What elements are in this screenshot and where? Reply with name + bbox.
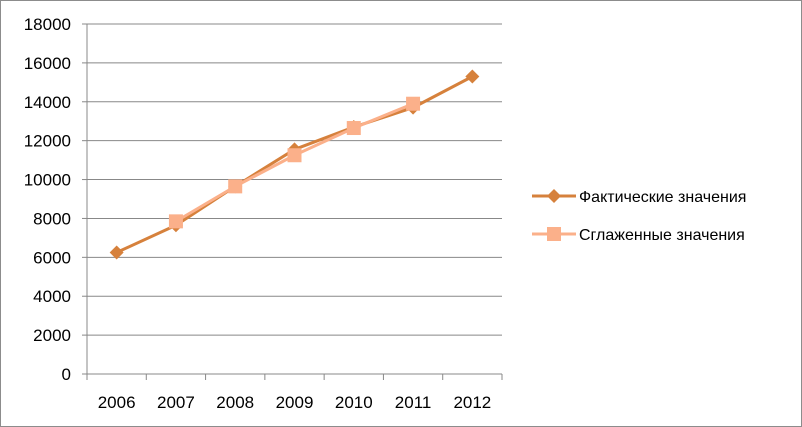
legend-label: Фактические значения [579,189,746,206]
x-tick-label: 2012 [453,393,491,412]
data-point [406,97,420,111]
data-point [169,214,183,228]
legend-item: Сглаженные значения [532,227,745,244]
x-tick-label: 2009 [276,393,314,412]
data-point [228,179,242,193]
series [110,70,480,260]
y-tick-label: 18000 [24,15,71,34]
legend-item: Фактические значения [532,189,746,206]
y-tick-label: 12000 [24,132,71,151]
y-tick-label: 8000 [33,209,71,228]
x-tick-label: 2006 [98,393,136,412]
y-tick-labels: 0 2000 4000 6000 8000 10000 12000 14000 16000 180… [24,15,71,384]
y-tick-label: 4000 [33,287,71,306]
y-tick-label: 0 [62,365,71,384]
y-tick-label: 2000 [33,326,71,345]
gridlines [87,24,502,335]
legend-label: Сглаженные значения [579,227,745,244]
series-line [176,104,413,222]
y-tick-label: 6000 [33,248,71,267]
data-point [465,70,479,84]
x-tick-label: 2007 [157,393,195,412]
legend: Фактические значения Сглаженные значения [532,189,746,244]
legend-marker [547,227,561,241]
data-point [347,121,361,135]
y-tick-label: 10000 [24,171,71,190]
y-tick-label: 14000 [24,93,71,112]
x-tick-label: 2010 [335,393,373,412]
x-tick-label: 2011 [395,393,432,412]
y-tick-label: 16000 [24,54,71,73]
x-tick-labels: 2006 2007 2008 2009 2010 2011 2012 [98,393,492,412]
x-tick-label: 2008 [216,393,254,412]
series-actual [110,70,480,260]
legend-marker [547,189,561,203]
data-point [288,148,302,162]
series-smoothed [169,97,420,229]
axes [82,24,502,380]
